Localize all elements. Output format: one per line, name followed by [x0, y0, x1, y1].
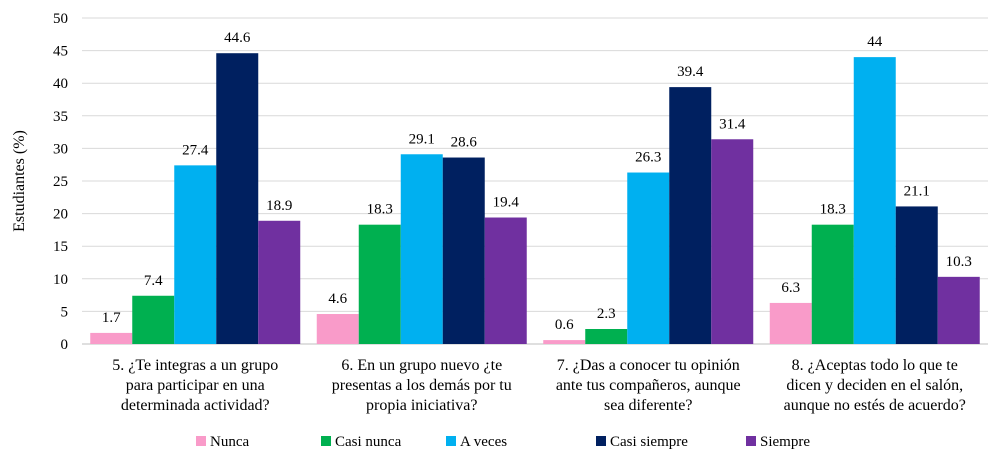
legend-label: Siempre — [760, 434, 810, 450]
category-label: sea diferente? — [604, 397, 692, 414]
category-label: determinada actividad? — [121, 397, 270, 414]
data-label: 18.9 — [266, 198, 292, 214]
y-tick-label: 45 — [53, 44, 68, 60]
data-label: 7.4 — [144, 273, 163, 289]
data-label: 31.4 — [719, 116, 746, 132]
category-label: 8. ¿Aceptas todo lo que te — [792, 357, 958, 374]
bar — [853, 57, 896, 345]
data-label: 27.4 — [182, 142, 209, 158]
bar — [400, 154, 443, 344]
y-tick-label: 10 — [53, 272, 68, 288]
legend-swatch — [196, 436, 206, 446]
y-axis-title: Estudiantes (%) — [11, 130, 28, 232]
data-label: 4.6 — [328, 291, 347, 307]
bar — [811, 224, 854, 344]
category-label: 5. ¿Te integras a un grupo — [112, 357, 278, 374]
bar — [174, 165, 217, 344]
category-label: 7. ¿Das a conocer tu opinión — [557, 357, 740, 374]
category-label: ante tus compañeros, aunque — [556, 377, 741, 394]
bar — [216, 53, 259, 344]
data-label: 6.3 — [781, 280, 800, 296]
legend-swatch — [596, 436, 606, 446]
category-label: aunque no estés de acuerdo? — [784, 397, 966, 414]
category-label: dicen y deciden en el salón, — [786, 377, 963, 394]
y-tick-label: 0 — [61, 337, 69, 353]
bar — [543, 340, 586, 344]
bar — [585, 329, 628, 344]
y-tick-label: 40 — [53, 76, 68, 92]
bar — [316, 314, 359, 344]
bar — [895, 206, 938, 344]
data-label: 44 — [867, 34, 883, 50]
y-tick-label: 15 — [53, 239, 68, 255]
data-label: 1.7 — [102, 310, 121, 326]
data-label: 10.3 — [946, 254, 972, 270]
legend-label: Casi siempre — [610, 434, 688, 450]
data-label: 18.3 — [820, 202, 846, 218]
y-tick-label: 35 — [53, 109, 68, 125]
legend-label: A veces — [460, 434, 507, 450]
bar — [90, 332, 133, 344]
bar — [711, 139, 754, 344]
category-label: para participar en una — [126, 377, 265, 394]
y-tick-label: 50 — [53, 11, 68, 27]
y-tick-label: 5 — [61, 304, 69, 320]
y-tick-label: 30 — [53, 141, 68, 157]
category-labels: 5. ¿Te integras a un grupo para participa… — [112, 357, 966, 414]
legend: Nunca Casi nunca A veces Casi siempre Siempr… — [196, 434, 810, 450]
category-label: presentas a los demás por tu — [332, 377, 512, 394]
bars — [90, 53, 980, 345]
bar — [258, 220, 301, 344]
bar — [358, 224, 401, 344]
bar — [769, 302, 812, 344]
data-label: 26.3 — [635, 150, 661, 166]
legend-swatch — [746, 436, 756, 446]
data-label: 21.1 — [904, 183, 930, 199]
legend-label: Nunca — [210, 434, 249, 450]
legend-label: Casi nunca — [335, 434, 402, 450]
bar — [132, 295, 175, 344]
data-labels: 1.7 7.4 27.4 44.6 18.9 4.6 18.3 29.1 28.6 19.4 0.6… — [102, 30, 972, 333]
data-label: 2.3 — [597, 306, 616, 322]
bar — [937, 276, 980, 344]
y-tick-label: 20 — [53, 207, 68, 223]
legend-swatch — [446, 436, 456, 446]
y-tick-label: 25 — [53, 174, 68, 190]
bar — [484, 217, 527, 344]
data-label: 0.6 — [555, 317, 574, 333]
data-label: 44.6 — [224, 30, 251, 46]
data-label: 39.4 — [677, 64, 704, 80]
data-label: 28.6 — [451, 135, 478, 151]
bar — [627, 172, 670, 344]
category-label: propia iniciativa? — [366, 397, 478, 414]
data-label: 18.3 — [367, 202, 393, 218]
category-label: 6. En un grupo nuevo ¿te — [341, 357, 502, 374]
bar — [669, 87, 712, 344]
data-label: 19.4 — [493, 195, 520, 211]
legend-swatch — [321, 436, 331, 446]
bar — [442, 157, 485, 344]
data-label: 29.1 — [409, 131, 435, 147]
